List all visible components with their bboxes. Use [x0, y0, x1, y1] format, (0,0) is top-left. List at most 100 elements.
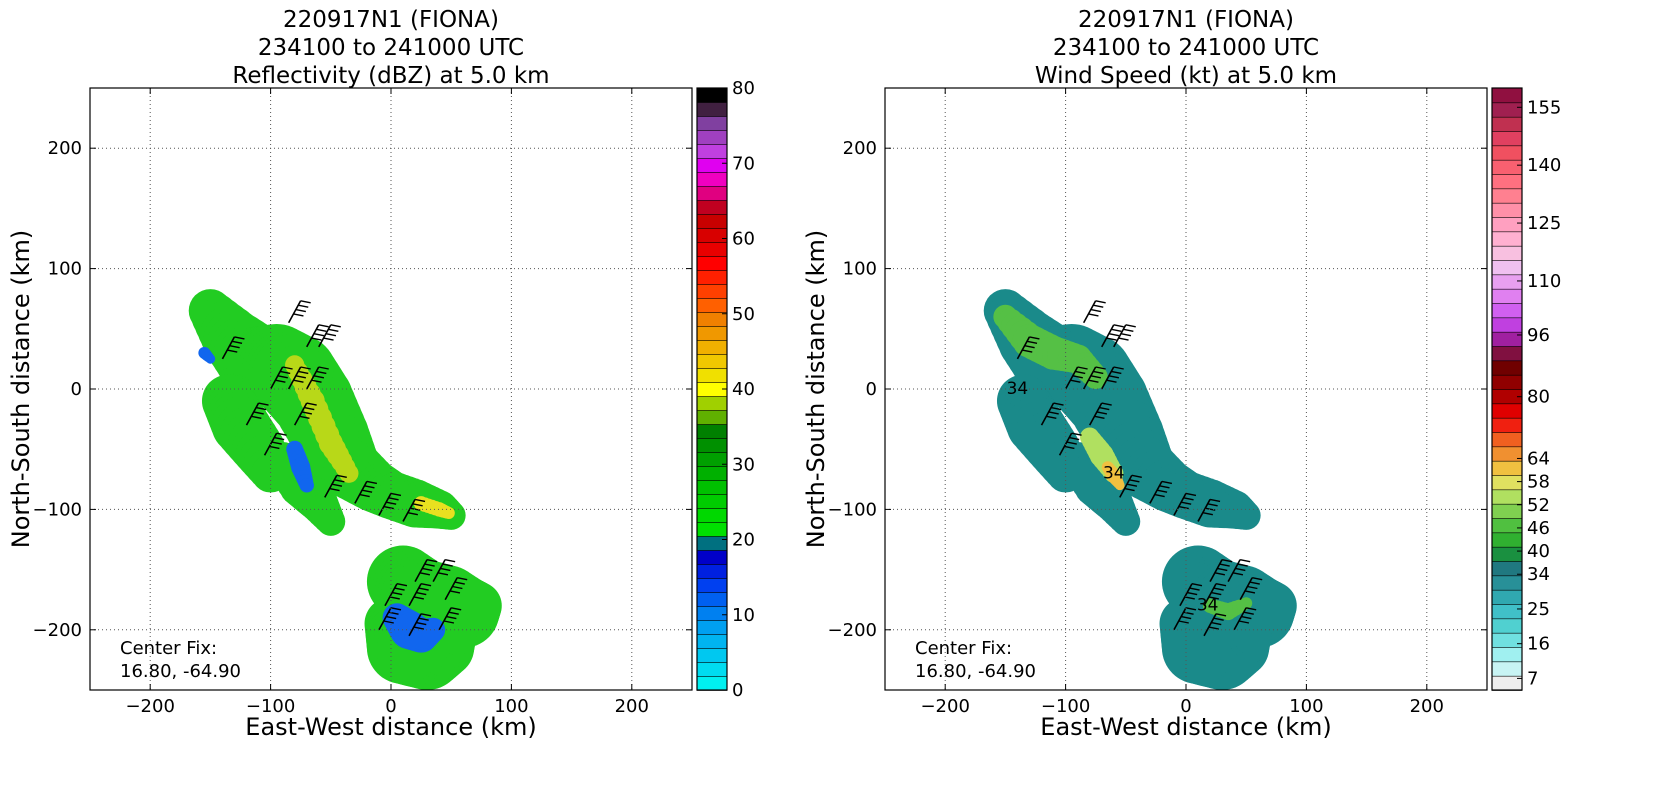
wind-barb — [378, 492, 402, 516]
wind-barb-feather — [361, 489, 373, 493]
colorbar-segment — [1491, 618, 1523, 634]
left-wind-barbs — [221, 300, 468, 637]
wind-barb-feather — [1088, 379, 1099, 383]
wind-barb-shaft — [1016, 336, 1031, 360]
wind-barb-feather — [1075, 370, 1086, 375]
wind-barb-feather — [1181, 615, 1192, 620]
wind-barb — [1040, 402, 1064, 426]
wind-barb-feather — [1113, 324, 1124, 328]
wind-barb — [1173, 492, 1197, 516]
wind-barb-feather — [1053, 402, 1064, 406]
right-title-line-2: 234100 to 241000 UTC — [1052, 35, 1320, 61]
colorbar-segment — [696, 297, 728, 313]
wind-barb-feather — [331, 483, 343, 487]
x-tick-label: 100 — [494, 696, 528, 717]
x-axis-label: East-West distance (km) — [1040, 713, 1331, 741]
wind-barb — [1101, 366, 1124, 390]
echo-band-2 — [1232, 616, 1272, 656]
wind-barb-shaft — [1149, 480, 1163, 504]
colorbar-segment — [696, 157, 728, 173]
colorbar-segment — [696, 171, 728, 187]
colorbar-segment — [1491, 159, 1523, 175]
colorbar-segment — [696, 647, 728, 663]
echo-overlay-2 — [421, 617, 446, 642]
wind-barb-feather — [316, 370, 327, 375]
colorbar-segment — [1491, 546, 1523, 562]
colorbar-segment — [696, 283, 728, 299]
wind-barb-feather — [1185, 492, 1197, 497]
wind-barb — [324, 474, 347, 498]
left-grid — [90, 88, 692, 690]
colorbar-segment — [1491, 87, 1523, 104]
colorbar-segment — [1491, 589, 1523, 605]
wind-barb-feather — [394, 587, 405, 591]
wind-barb-feather — [414, 498, 426, 503]
wind-barb-shaft — [1101, 324, 1115, 348]
wind-barb-shaft — [1227, 559, 1241, 583]
wind-barb-feather — [420, 613, 432, 617]
wind-barb-feather — [1106, 379, 1117, 383]
wind-barb-feather — [1101, 402, 1112, 406]
wind-barb — [1203, 613, 1227, 637]
wind-barb-feather — [1213, 617, 1224, 621]
colorbar-tick-label: 140 — [1527, 155, 1561, 176]
wind-barb-shaft — [414, 559, 428, 583]
wind-barb-feather — [386, 615, 397, 620]
wind-barb-feather — [1050, 406, 1062, 411]
wind-barb-shaft — [221, 336, 236, 360]
contour-label: 34 — [1197, 596, 1219, 616]
wind-barb-feather — [274, 436, 285, 441]
wind-barb-shaft — [1064, 366, 1079, 390]
colorbar-segment — [1491, 188, 1523, 204]
wind-barb-shaft — [306, 366, 320, 390]
wind-barb-feather — [1125, 324, 1136, 328]
wind-barb-feather — [390, 492, 402, 497]
colorbar-segment — [696, 353, 728, 369]
wind-barb-feather — [422, 567, 433, 572]
wind-barb — [1082, 366, 1106, 390]
wind-barb-feather — [271, 441, 282, 445]
y-axis-label: North-South distance (km) — [802, 230, 830, 549]
wind-barb-feather — [1249, 581, 1260, 585]
wind-barb-feather — [1221, 558, 1233, 563]
wind-barb-feather — [1120, 332, 1132, 337]
wind-barb — [438, 607, 462, 631]
wind-barb-feather — [1022, 349, 1033, 353]
wind-barb — [1082, 300, 1106, 324]
wind-barb-feather — [1070, 379, 1081, 383]
colorbar-tick-label: 52 — [1527, 495, 1550, 516]
colorbar-segment — [1491, 431, 1523, 448]
wind-barb-feather — [388, 497, 399, 501]
colorbar-frame — [1491, 87, 1523, 691]
center-fix-label: Center Fix: — [915, 638, 1012, 659]
wind-barb-feather — [457, 577, 468, 581]
colorbar-segment — [1491, 503, 1523, 519]
colorbar-tick-label: 60 — [732, 229, 755, 250]
colorbar-segment — [696, 535, 728, 551]
colorbar-segment — [1491, 460, 1523, 476]
wind-barb-feather — [231, 340, 243, 344]
wind-barb-feather — [446, 615, 457, 620]
wind-barb-feather — [412, 503, 423, 507]
wind-barb-feather — [293, 313, 304, 317]
wind-barb — [245, 402, 269, 426]
wind-barb-feather — [1129, 479, 1140, 483]
wind-barb-feather — [1111, 370, 1122, 375]
wind-barb-feather — [1159, 485, 1170, 489]
wind-barb-feather — [323, 337, 334, 341]
wind-barb-shaft — [384, 583, 398, 607]
colorbar-segment — [1491, 345, 1523, 362]
wind-barb-feather — [301, 411, 313, 415]
wind-barb-feather — [1066, 441, 1077, 445]
wind-barb-shaft — [408, 613, 422, 637]
wind-barb-feather — [1183, 497, 1194, 501]
wind-barb-feather — [442, 563, 453, 567]
wind-barb-shaft — [408, 583, 422, 607]
wind-barb-feather — [1099, 406, 1110, 411]
wind-barb-shaft — [318, 324, 332, 348]
colorbar-segment — [696, 115, 728, 131]
colorbar-segment — [1491, 102, 1523, 118]
left-title-line-3: Reflectivity (dBZ) at 5.0 km — [232, 63, 550, 89]
wind-barb-feather — [1124, 487, 1135, 492]
colorbar-segment — [1491, 603, 1523, 620]
